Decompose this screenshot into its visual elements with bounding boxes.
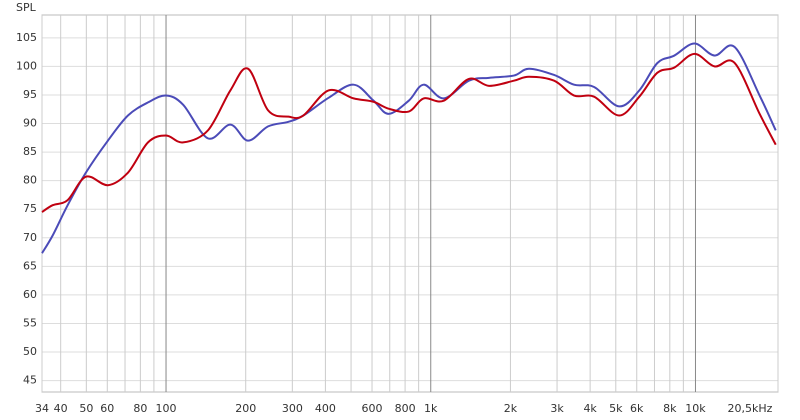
x-tick-label: 400 xyxy=(315,402,336,415)
x-tick-label: 4k xyxy=(583,402,597,415)
y-tick-label: 75 xyxy=(23,202,37,215)
y-tick-label: 65 xyxy=(23,259,37,272)
y-axis-label: SPL xyxy=(16,1,37,14)
x-tick-label: 300 xyxy=(282,402,303,415)
response-curve xyxy=(41,42,777,254)
x-tick-label: 2k xyxy=(504,402,518,415)
y-tick-label: 100 xyxy=(16,59,37,72)
x-tick-label: 8k xyxy=(663,402,677,415)
plot-area xyxy=(41,14,779,393)
x-tick-label: 800 xyxy=(395,402,416,415)
x-tick-label: 10k xyxy=(685,402,706,415)
y-tick-label: 45 xyxy=(23,374,37,387)
x-tick-label: 100 xyxy=(156,402,177,415)
x-tick-label: 60 xyxy=(100,402,114,415)
y-tick-label: 95 xyxy=(23,88,37,101)
y-tick-label: 85 xyxy=(23,145,37,158)
y-tick-label: 70 xyxy=(23,231,37,244)
x-tick-label: 80 xyxy=(133,402,147,415)
y-tick-label: 50 xyxy=(23,345,37,358)
x-tick-label: 5k xyxy=(609,402,623,415)
x-tick-label: 34 xyxy=(35,402,49,415)
x-tick-label: 3k xyxy=(550,402,564,415)
y-tick-label: 55 xyxy=(23,316,37,329)
x-tick-label: 200 xyxy=(235,402,256,415)
x-tick-label: 600 xyxy=(362,402,383,415)
x-tick-label: 40 xyxy=(54,402,68,415)
response-curve xyxy=(41,52,777,213)
x-tick-label: 20,5kHz xyxy=(728,402,773,415)
y-tick-label: 90 xyxy=(23,117,37,130)
x-tick-label: 50 xyxy=(79,402,93,415)
x-tick-label: 1k xyxy=(424,402,438,415)
x-tick-label: 6k xyxy=(630,402,644,415)
y-tick-label: 60 xyxy=(23,288,37,301)
y-tick-label: 80 xyxy=(23,174,37,187)
y-tick-label: 105 xyxy=(16,31,37,44)
